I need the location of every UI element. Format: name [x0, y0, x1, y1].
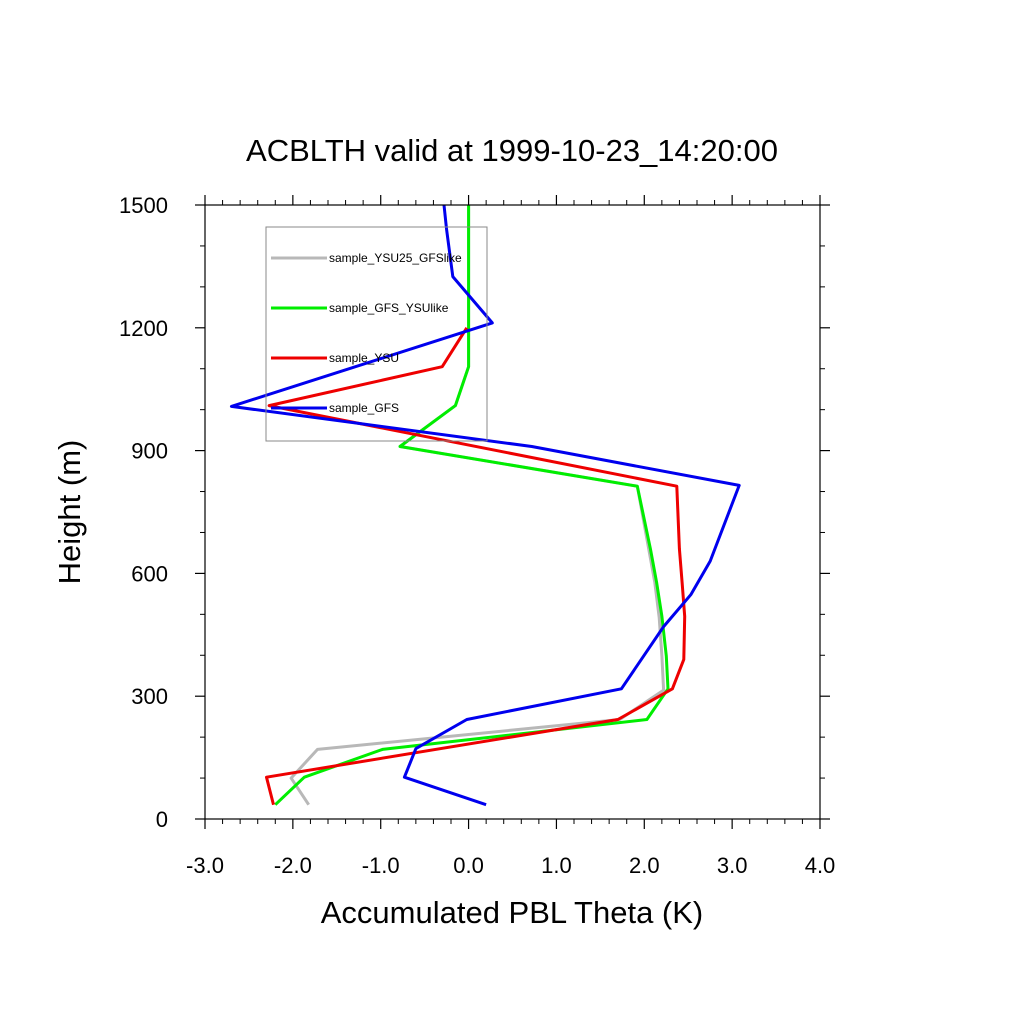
x-tick-label: 0.0 [453, 853, 484, 878]
y-tick-label: 0 [156, 807, 168, 832]
legend-label-sample_YSU: sample_YSU [329, 351, 399, 365]
series-line-sample_YSU25_GFSlike [289, 205, 666, 806]
series-line-sample_YSU [265, 326, 687, 806]
series-layer [229, 204, 741, 807]
series-line-sample_GFS [229, 204, 741, 807]
series-line-sample_GFS_YSUlike [274, 205, 670, 806]
x-tick-label: -2.0 [274, 853, 312, 878]
ticks-layer: -3.0 -2.0 -1.0 0.0 1.0 2.0 3.0 4.0 0 300 600 900 120… [119, 193, 835, 878]
plot-frame [204, 204, 821, 820]
chart-title: ACBLTH valid at 1999-10-23_14:20:00 [246, 133, 778, 168]
y-tick-label: 1200 [119, 316, 168, 341]
legend-label-sample_GFS: sample_GFS [329, 401, 399, 415]
y-tick-label: 600 [131, 561, 168, 586]
y-axis-label: Height (m) [52, 440, 87, 585]
legend-box [265, 226, 488, 442]
x-tick-label: 1.0 [541, 853, 572, 878]
x-axis-label: Accumulated PBL Theta (K) [321, 895, 704, 930]
x-tick-label: -3.0 [186, 853, 224, 878]
x-tick-label: 2.0 [629, 853, 660, 878]
legend: sample_YSU25_GFSlike sample_GFS_YSUlikesa… [265, 226, 488, 442]
legend-label-sample_YSU25_GFSlike: sample_YSU25_GFSlike [329, 251, 462, 265]
legend-label-sample_GFS_YSUlike: sample_GFS_YSUlike [329, 301, 449, 315]
x-tick-label: 3.0 [717, 853, 748, 878]
y-tick-label: 900 [131, 439, 168, 464]
y-tick-label: 300 [131, 684, 168, 709]
y-tick-label: 1500 [119, 193, 168, 218]
x-tick-label: -1.0 [362, 853, 400, 878]
x-tick-label: 4.0 [805, 853, 836, 878]
